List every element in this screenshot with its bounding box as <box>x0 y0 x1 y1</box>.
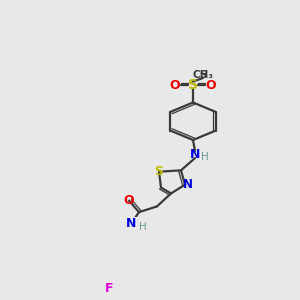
Text: O: O <box>170 79 180 92</box>
Text: N: N <box>126 217 136 230</box>
Text: CH₃: CH₃ <box>193 70 214 80</box>
Text: N: N <box>190 148 200 161</box>
Text: S: S <box>188 78 198 92</box>
Text: O: O <box>124 194 134 207</box>
Text: N: N <box>183 178 193 191</box>
Text: H: H <box>201 152 209 162</box>
Text: S: S <box>154 165 164 178</box>
Text: F: F <box>105 282 113 295</box>
Text: O: O <box>206 79 216 92</box>
Text: H: H <box>139 222 147 232</box>
Text: S: S <box>200 70 207 80</box>
